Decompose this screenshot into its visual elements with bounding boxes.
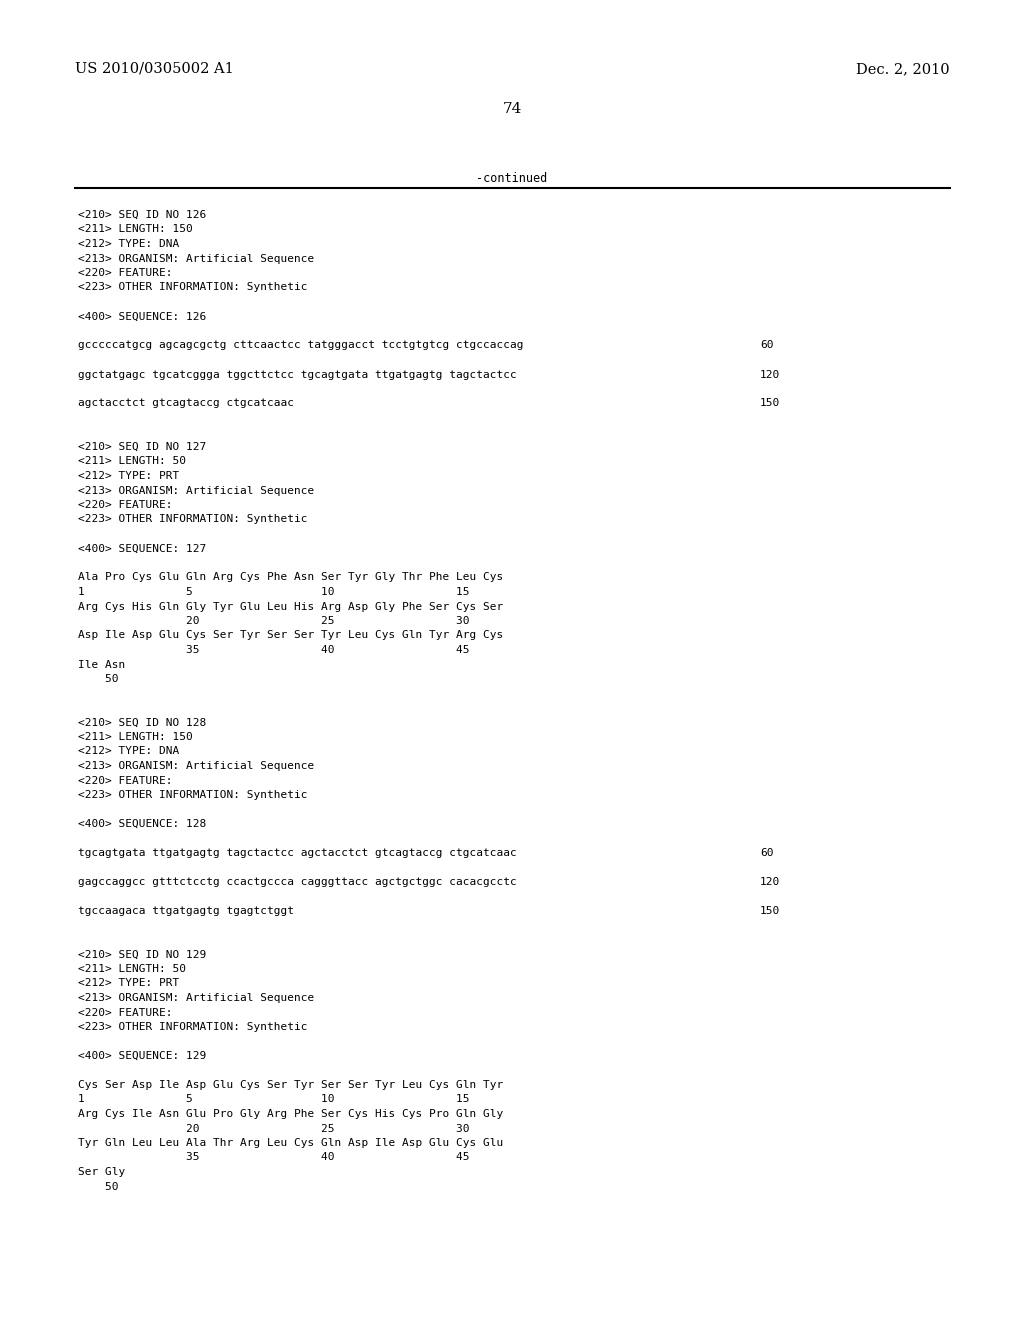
- Text: 120: 120: [760, 370, 780, 380]
- Text: Arg Cys His Gln Gly Tyr Glu Leu His Arg Asp Gly Phe Ser Cys Ser: Arg Cys His Gln Gly Tyr Glu Leu His Arg …: [78, 602, 503, 611]
- Text: -continued: -continued: [476, 172, 548, 185]
- Text: <400> SEQUENCE: 127: <400> SEQUENCE: 127: [78, 544, 206, 553]
- Text: <223> OTHER INFORMATION: Synthetic: <223> OTHER INFORMATION: Synthetic: [78, 1022, 307, 1032]
- Text: 1               5                   10                  15: 1 5 10 15: [78, 587, 469, 597]
- Text: 74: 74: [503, 102, 521, 116]
- Text: 60: 60: [760, 847, 773, 858]
- Text: <223> OTHER INFORMATION: Synthetic: <223> OTHER INFORMATION: Synthetic: [78, 282, 307, 293]
- Text: <212> TYPE: DNA: <212> TYPE: DNA: [78, 239, 179, 249]
- Text: <210> SEQ ID NO 129: <210> SEQ ID NO 129: [78, 949, 206, 960]
- Text: ggctatgagc tgcatcggga tggcttctcc tgcagtgata ttgatgagtg tagctactcc: ggctatgagc tgcatcggga tggcttctcc tgcagtg…: [78, 370, 517, 380]
- Text: <211> LENGTH: 150: <211> LENGTH: 150: [78, 224, 193, 235]
- Text: Dec. 2, 2010: Dec. 2, 2010: [856, 62, 950, 77]
- Text: Cys Ser Asp Ile Asp Glu Cys Ser Tyr Ser Ser Tyr Leu Cys Gln Tyr: Cys Ser Asp Ile Asp Glu Cys Ser Tyr Ser …: [78, 1080, 503, 1090]
- Text: <220> FEATURE:: <220> FEATURE:: [78, 776, 172, 785]
- Text: <223> OTHER INFORMATION: Synthetic: <223> OTHER INFORMATION: Synthetic: [78, 515, 307, 524]
- Text: <213> ORGANISM: Artificial Sequence: <213> ORGANISM: Artificial Sequence: [78, 993, 314, 1003]
- Text: <210> SEQ ID NO 127: <210> SEQ ID NO 127: [78, 442, 206, 451]
- Text: <213> ORGANISM: Artificial Sequence: <213> ORGANISM: Artificial Sequence: [78, 762, 314, 771]
- Text: <400> SEQUENCE: 126: <400> SEQUENCE: 126: [78, 312, 206, 322]
- Text: <211> LENGTH: 50: <211> LENGTH: 50: [78, 457, 186, 466]
- Text: tgcagtgata ttgatgagtg tagctactcc agctacctct gtcagtaccg ctgcatcaac: tgcagtgata ttgatgagtg tagctactcc agctacc…: [78, 847, 517, 858]
- Text: 35                  40                  45: 35 40 45: [78, 645, 469, 655]
- Text: <211> LENGTH: 150: <211> LENGTH: 150: [78, 733, 193, 742]
- Text: 1               5                   10                  15: 1 5 10 15: [78, 1094, 469, 1105]
- Text: gagccaggcc gtttctcctg ccactgccca cagggttacc agctgctggc cacacgcctc: gagccaggcc gtttctcctg ccactgccca cagggtt…: [78, 876, 517, 887]
- Text: 50: 50: [78, 675, 119, 684]
- Text: 120: 120: [760, 876, 780, 887]
- Text: 20                  25                  30: 20 25 30: [78, 616, 469, 626]
- Text: <220> FEATURE:: <220> FEATURE:: [78, 500, 172, 510]
- Text: gcccccatgcg agcagcgctg cttcaactcc tatgggacct tcctgtgtcg ctgccaccag: gcccccatgcg agcagcgctg cttcaactcc tatggg…: [78, 341, 523, 351]
- Text: <400> SEQUENCE: 128: <400> SEQUENCE: 128: [78, 818, 206, 829]
- Text: <220> FEATURE:: <220> FEATURE:: [78, 268, 172, 279]
- Text: 150: 150: [760, 399, 780, 408]
- Text: <210> SEQ ID NO 128: <210> SEQ ID NO 128: [78, 718, 206, 727]
- Text: agctacctct gtcagtaccg ctgcatcaac: agctacctct gtcagtaccg ctgcatcaac: [78, 399, 294, 408]
- Text: tgccaagaca ttgatgagtg tgagtctggt: tgccaagaca ttgatgagtg tgagtctggt: [78, 906, 294, 916]
- Text: Ser Gly: Ser Gly: [78, 1167, 125, 1177]
- Text: <213> ORGANISM: Artificial Sequence: <213> ORGANISM: Artificial Sequence: [78, 486, 314, 495]
- Text: 60: 60: [760, 341, 773, 351]
- Text: Asp Ile Asp Glu Cys Ser Tyr Ser Ser Tyr Leu Cys Gln Tyr Arg Cys: Asp Ile Asp Glu Cys Ser Tyr Ser Ser Tyr …: [78, 631, 503, 640]
- Text: <400> SEQUENCE: 129: <400> SEQUENCE: 129: [78, 1051, 206, 1061]
- Text: <212> TYPE: DNA: <212> TYPE: DNA: [78, 747, 179, 756]
- Text: <212> TYPE: PRT: <212> TYPE: PRT: [78, 978, 179, 989]
- Text: <210> SEQ ID NO 126: <210> SEQ ID NO 126: [78, 210, 206, 220]
- Text: <212> TYPE: PRT: <212> TYPE: PRT: [78, 471, 179, 480]
- Text: Tyr Gln Leu Leu Ala Thr Arg Leu Cys Gln Asp Ile Asp Glu Cys Glu: Tyr Gln Leu Leu Ala Thr Arg Leu Cys Gln …: [78, 1138, 503, 1148]
- Text: 20                  25                  30: 20 25 30: [78, 1123, 469, 1134]
- Text: Ala Pro Cys Glu Gln Arg Cys Phe Asn Ser Tyr Gly Thr Phe Leu Cys: Ala Pro Cys Glu Gln Arg Cys Phe Asn Ser …: [78, 573, 503, 582]
- Text: <213> ORGANISM: Artificial Sequence: <213> ORGANISM: Artificial Sequence: [78, 253, 314, 264]
- Text: <211> LENGTH: 50: <211> LENGTH: 50: [78, 964, 186, 974]
- Text: 50: 50: [78, 1181, 119, 1192]
- Text: US 2010/0305002 A1: US 2010/0305002 A1: [75, 62, 233, 77]
- Text: Arg Cys Ile Asn Glu Pro Gly Arg Phe Ser Cys His Cys Pro Gln Gly: Arg Cys Ile Asn Glu Pro Gly Arg Phe Ser …: [78, 1109, 503, 1119]
- Text: <220> FEATURE:: <220> FEATURE:: [78, 1007, 172, 1018]
- Text: 150: 150: [760, 906, 780, 916]
- Text: <223> OTHER INFORMATION: Synthetic: <223> OTHER INFORMATION: Synthetic: [78, 789, 307, 800]
- Text: 35                  40                  45: 35 40 45: [78, 1152, 469, 1163]
- Text: Ile Asn: Ile Asn: [78, 660, 125, 669]
